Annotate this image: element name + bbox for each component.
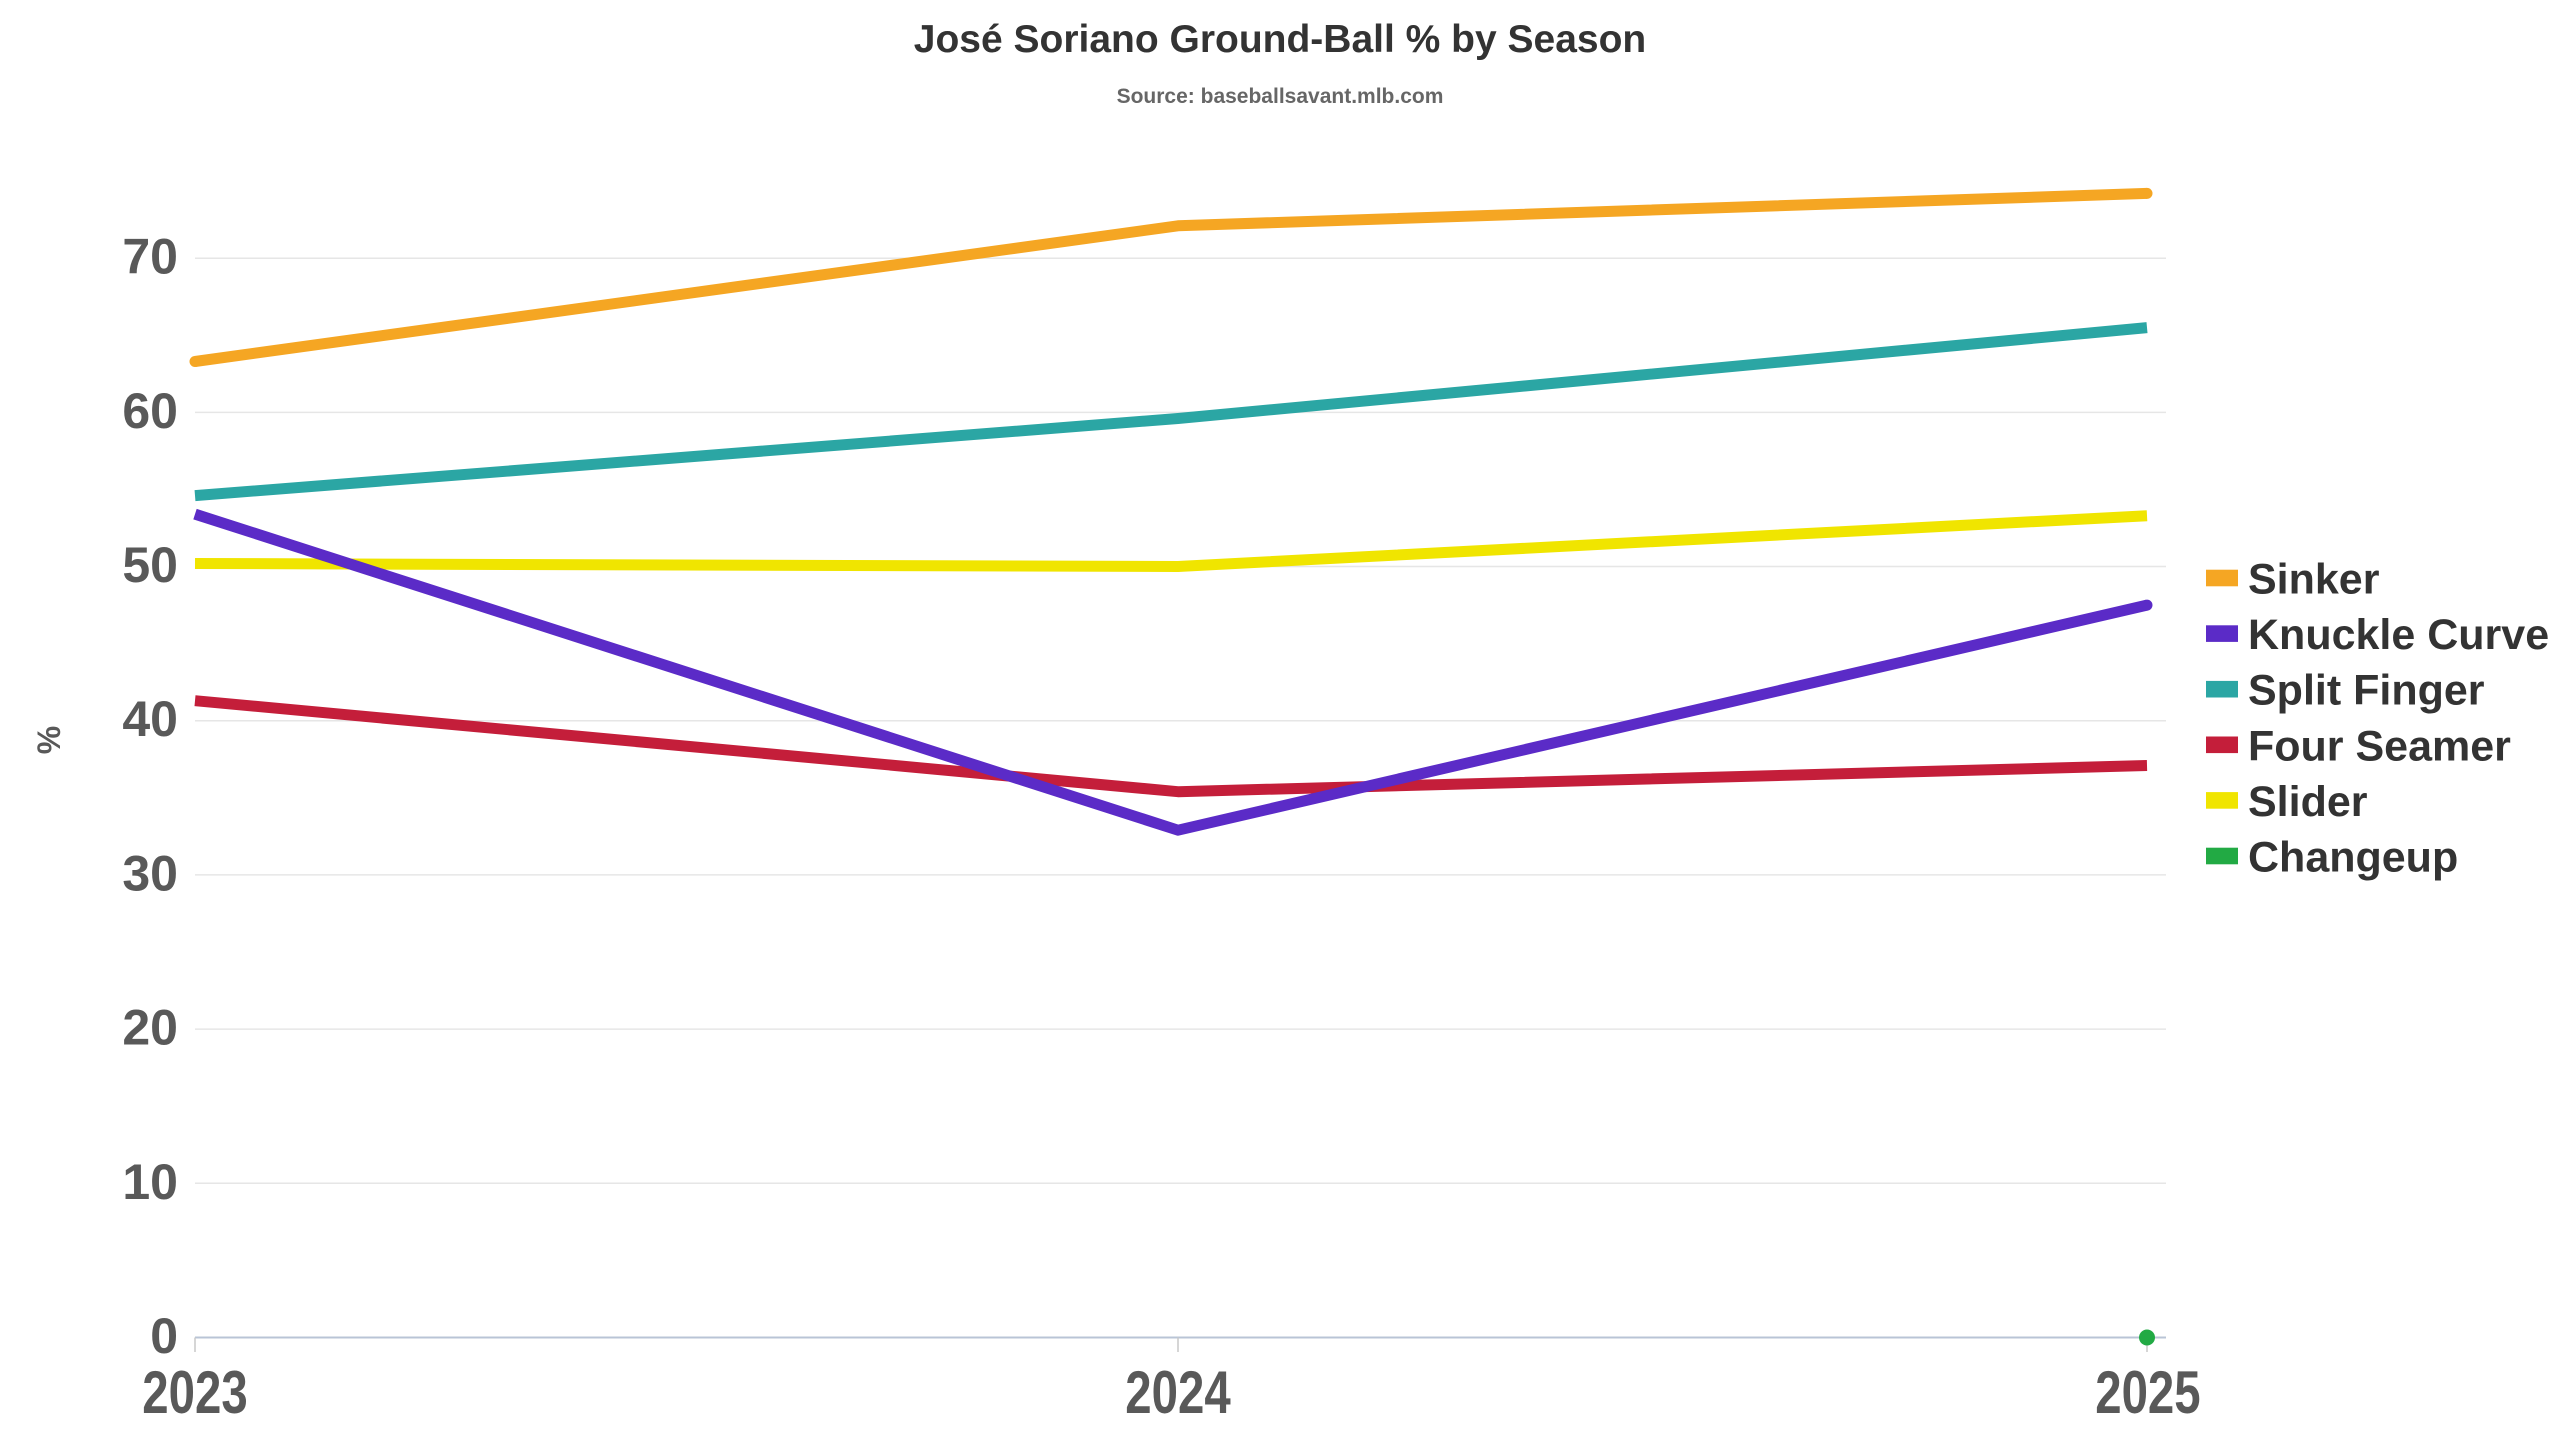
svg-text:Sinker: Sinker — [2248, 556, 2380, 604]
svg-text:0: 0 — [150, 1308, 178, 1364]
svg-text:30: 30 — [122, 845, 178, 901]
svg-text:10: 10 — [122, 1154, 178, 1210]
svg-text:2025: 2025 — [2095, 1360, 2200, 1427]
svg-text:Four Seamer: Four Seamer — [2248, 722, 2511, 770]
svg-text:%: % — [31, 726, 67, 754]
svg-text:70: 70 — [122, 229, 178, 285]
svg-text:50: 50 — [122, 537, 178, 593]
svg-text:Knuckle Curve: Knuckle Curve — [2248, 611, 2549, 659]
svg-text:Slider: Slider — [2248, 778, 2368, 826]
svg-text:Changeup: Changeup — [2248, 834, 2458, 882]
svg-text:20: 20 — [122, 1000, 178, 1056]
svg-text:Split Finger: Split Finger — [2248, 667, 2485, 715]
svg-text:2024: 2024 — [1125, 1360, 1230, 1427]
svg-text:2023: 2023 — [142, 1360, 247, 1427]
svg-text:60: 60 — [122, 383, 178, 439]
svg-text:40: 40 — [122, 691, 178, 747]
